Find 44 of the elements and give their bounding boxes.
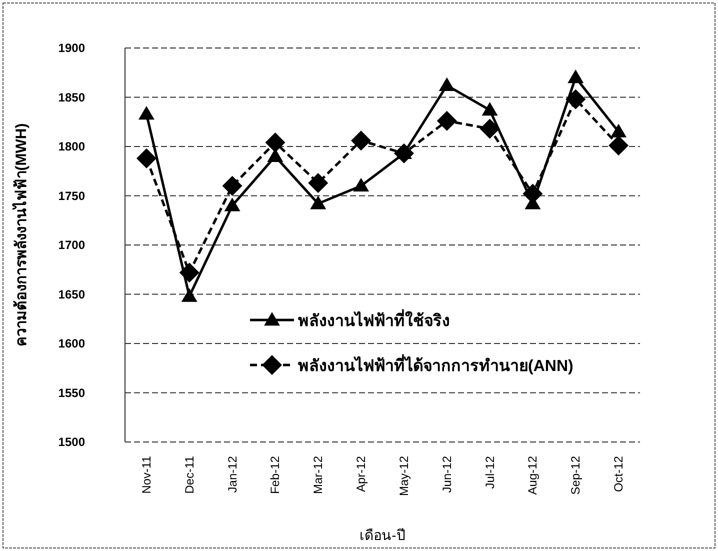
point: [436, 110, 457, 131]
y-tick-label: 1600: [58, 336, 86, 350]
point: [138, 106, 154, 120]
legend-label: พลังงานไฟฟ้าที่ใช้จริง: [298, 309, 450, 330]
point: [181, 288, 198, 302]
point: [308, 172, 328, 193]
x-axis-title: เดือน-ปี: [360, 527, 406, 543]
y-tick-label: 1800: [58, 140, 86, 154]
y-tick-label: 1700: [58, 238, 86, 252]
x-tick-label: May-12: [396, 456, 411, 496]
point: [310, 196, 326, 210]
point: [568, 70, 584, 84]
y-tick-label: 1900: [58, 41, 86, 55]
y-tick-label: 1750: [58, 188, 86, 203]
point: [480, 118, 500, 139]
x-tick-label: Jan-12: [225, 456, 240, 493]
point: [222, 176, 242, 196]
x-tick-label: Apr-12: [354, 456, 368, 492]
point: [610, 124, 627, 138]
x-tick-label: Dec-11: [182, 456, 196, 494]
y-tick-label: 1850: [58, 90, 86, 104]
point: [179, 262, 200, 283]
x-tick-label: Sep-12: [568, 456, 583, 495]
x-tick-label: Aug-12: [526, 456, 540, 495]
point: [438, 77, 455, 92]
point: [566, 89, 586, 110]
x-tick-label: Nov-11: [139, 456, 154, 494]
x-tick-label: Oct-12: [612, 456, 626, 492]
x-tick-label: Mar-12: [311, 456, 326, 494]
point: [608, 136, 629, 156]
legend-label: พลังงานไฟฟ้าที่ได้จากการทำนาย(ANN): [298, 354, 574, 375]
point: [136, 148, 156, 168]
point: [224, 198, 240, 212]
point: [482, 102, 498, 116]
y-axis-title: ความต้องการพลังงานไฟฟ้า(MWH): [11, 123, 30, 347]
y-tick-label: 1550: [58, 386, 86, 400]
point: [265, 132, 286, 153]
point: [353, 178, 370, 192]
x-tick-label: Jul-12: [482, 456, 497, 489]
y-tick-label: 1500: [58, 435, 86, 449]
point: [351, 130, 372, 151]
x-tick-label: Feb-12: [268, 456, 282, 494]
x-tick-label: Jun-12: [440, 456, 454, 493]
y-tick-label: 1650: [58, 287, 86, 302]
